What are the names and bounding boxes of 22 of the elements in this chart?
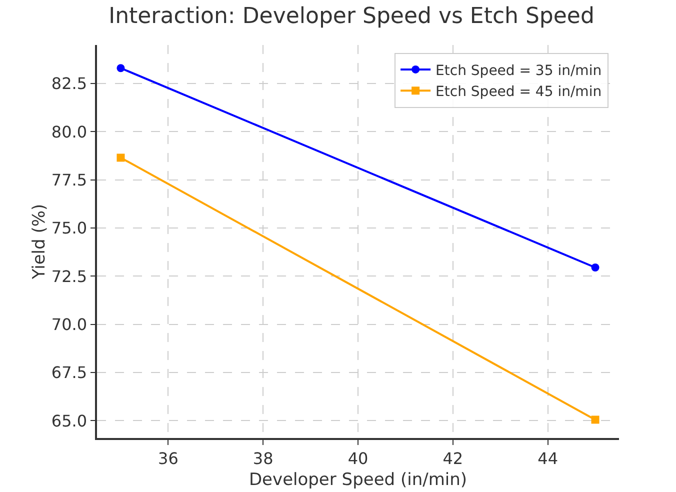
x-axis-title: Developer Speed (in/min): [248, 470, 468, 490]
point: [591, 416, 600, 424]
y-axis-title: Yield (%): [29, 204, 50, 280]
y-tick-label: 80.0: [51, 122, 88, 142]
y-tick-label: 65.0: [51, 411, 88, 430]
x-tick-label: 40: [348, 448, 368, 468]
point: [116, 64, 125, 72]
point: [116, 154, 125, 162]
y-tick-label: 77.5: [51, 170, 88, 190]
x-tick-label: 44: [538, 448, 558, 468]
y-tick-label: 67.5: [51, 363, 88, 382]
point: [591, 264, 600, 272]
legend-label: Etch Speed = 35 in/min: [436, 62, 602, 79]
chart-title: Interaction: Developer Speed vs Etch Speed: [108, 4, 594, 29]
y-tick-label: 72.5: [51, 266, 88, 286]
x-tick-label: 38: [252, 448, 274, 468]
x-tick-label: 42: [442, 448, 464, 468]
y-tick-label: 75.0: [51, 218, 88, 238]
y-tick-label: 82.5: [51, 74, 88, 94]
y-tick-label: 70.0: [51, 314, 88, 334]
x-tick-label: 36: [158, 448, 178, 468]
legend-label: Etch Speed = 45 in/min: [436, 84, 602, 100]
